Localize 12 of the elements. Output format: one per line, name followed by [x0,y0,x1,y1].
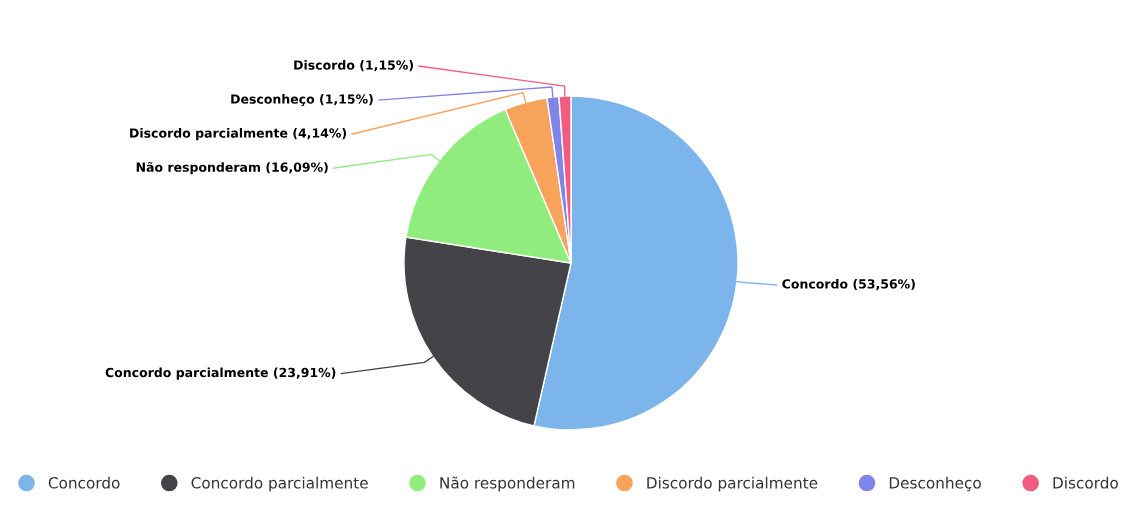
legend-label: Discordo [1053,476,1118,489]
data-label: Desconheço (1,15%) [231,94,373,107]
data-label: Concordo (53,56%) [782,278,915,291]
legend-label: Concordo [48,476,120,489]
legend-label: Discordo parcialmente [647,476,818,492]
data-label: Não responderam (16,09%) [136,161,328,175]
legend-label: Desconheço [889,476,981,492]
legend-label: Concordo parcialmente [191,476,368,492]
data-label: Discordo parcialmente (4,14%) [130,128,347,141]
data-label: Discordo (1,15%) [294,60,413,72]
legend-label: Não responderam [440,476,575,492]
data-label: Concordo parcialmente (23,91%) [105,367,336,380]
